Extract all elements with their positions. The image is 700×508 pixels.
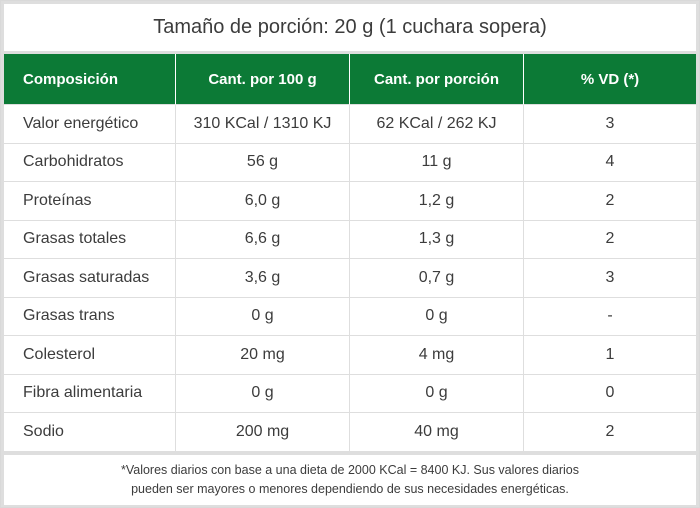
header-per-serving: Cant. por porción [349,54,523,105]
table-row: Grasas totales 6,6 g 1,3 g 2 [4,220,696,259]
amount-per-100g: 6,6 g [175,220,349,259]
nutrient-name: Grasas totales [4,220,175,259]
amount-per-100g: 6,0 g [175,182,349,221]
amount-per-serving: 0 g [349,297,523,336]
table-row: Valor energético 310 KCal / 1310 KJ 62 K… [4,105,696,144]
daily-value: 2 [523,182,696,221]
nutrient-name: Sodio [4,413,175,452]
amount-per-100g: 310 KCal / 1310 KJ [175,105,349,144]
amount-per-serving: 0 g [349,374,523,413]
daily-value: 2 [523,220,696,259]
amount-per-100g: 56 g [175,143,349,182]
nutrient-name: Proteínas [4,182,175,221]
table-row: Grasas saturadas 3,6 g 0,7 g 3 [4,259,696,298]
amount-per-100g: 0 g [175,374,349,413]
amount-per-100g: 200 mg [175,413,349,452]
table-row: Proteínas 6,0 g 1,2 g 2 [4,182,696,221]
nutrient-name: Fibra alimentaria [4,374,175,413]
amount-per-serving: 40 mg [349,413,523,452]
nutrition-table: Composición Cant. por 100 g Cant. por po… [4,54,696,452]
table-row: Carbohidratos 56 g 11 g 4 [4,143,696,182]
amount-per-serving: 0,7 g [349,259,523,298]
daily-value: - [523,297,696,336]
daily-value: 0 [523,374,696,413]
footnote-line-1: *Valores diarios con base a una dieta de… [120,463,580,477]
serving-size-title: Tamaño de porción: 20 g (1 cuchara soper… [4,4,696,51]
footnote-line-2: pueden ser mayores o menores dependiendo… [131,482,569,496]
amount-per-serving: 4 mg [349,336,523,375]
daily-value: 2 [523,413,696,452]
daily-value: 3 [523,105,696,144]
table-row: Fibra alimentaria 0 g 0 g 0 [4,374,696,413]
amount-per-serving: 1,3 g [349,220,523,259]
amount-per-100g: 3,6 g [175,259,349,298]
nutrient-name: Carbohidratos [4,143,175,182]
amount-per-serving: 11 g [349,143,523,182]
amount-per-100g: 20 mg [175,336,349,375]
table-row: Sodio 200 mg 40 mg 2 [4,413,696,452]
nutrient-name: Valor energético [4,105,175,144]
header-per-100g: Cant. por 100 g [175,54,349,105]
daily-values-footnote: *Valores diarios con base a una dieta de… [4,455,696,505]
amount-per-serving: 1,2 g [349,182,523,221]
table-header-row: Composición Cant. por 100 g Cant. por po… [4,54,696,105]
header-composition: Composición [4,54,175,105]
daily-value: 4 [523,143,696,182]
daily-value: 3 [523,259,696,298]
nutrient-name: Grasas trans [4,297,175,336]
amount-per-serving: 62 KCal / 262 KJ [349,105,523,144]
daily-value: 1 [523,336,696,375]
amount-per-100g: 0 g [175,297,349,336]
nutrient-name: Grasas saturadas [4,259,175,298]
nutrient-name: Colesterol [4,336,175,375]
header-daily-value: % VD (*) [523,54,696,105]
table-row: Grasas trans 0 g 0 g - [4,297,696,336]
table-row: Colesterol 20 mg 4 mg 1 [4,336,696,375]
